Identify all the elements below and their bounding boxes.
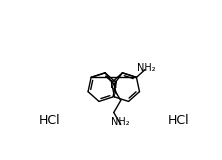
Text: NH₂: NH₂: [137, 63, 156, 73]
Text: N: N: [110, 80, 117, 90]
Text: HCl: HCl: [39, 114, 60, 127]
Text: HCl: HCl: [168, 114, 190, 127]
Text: NH₂: NH₂: [111, 117, 130, 127]
